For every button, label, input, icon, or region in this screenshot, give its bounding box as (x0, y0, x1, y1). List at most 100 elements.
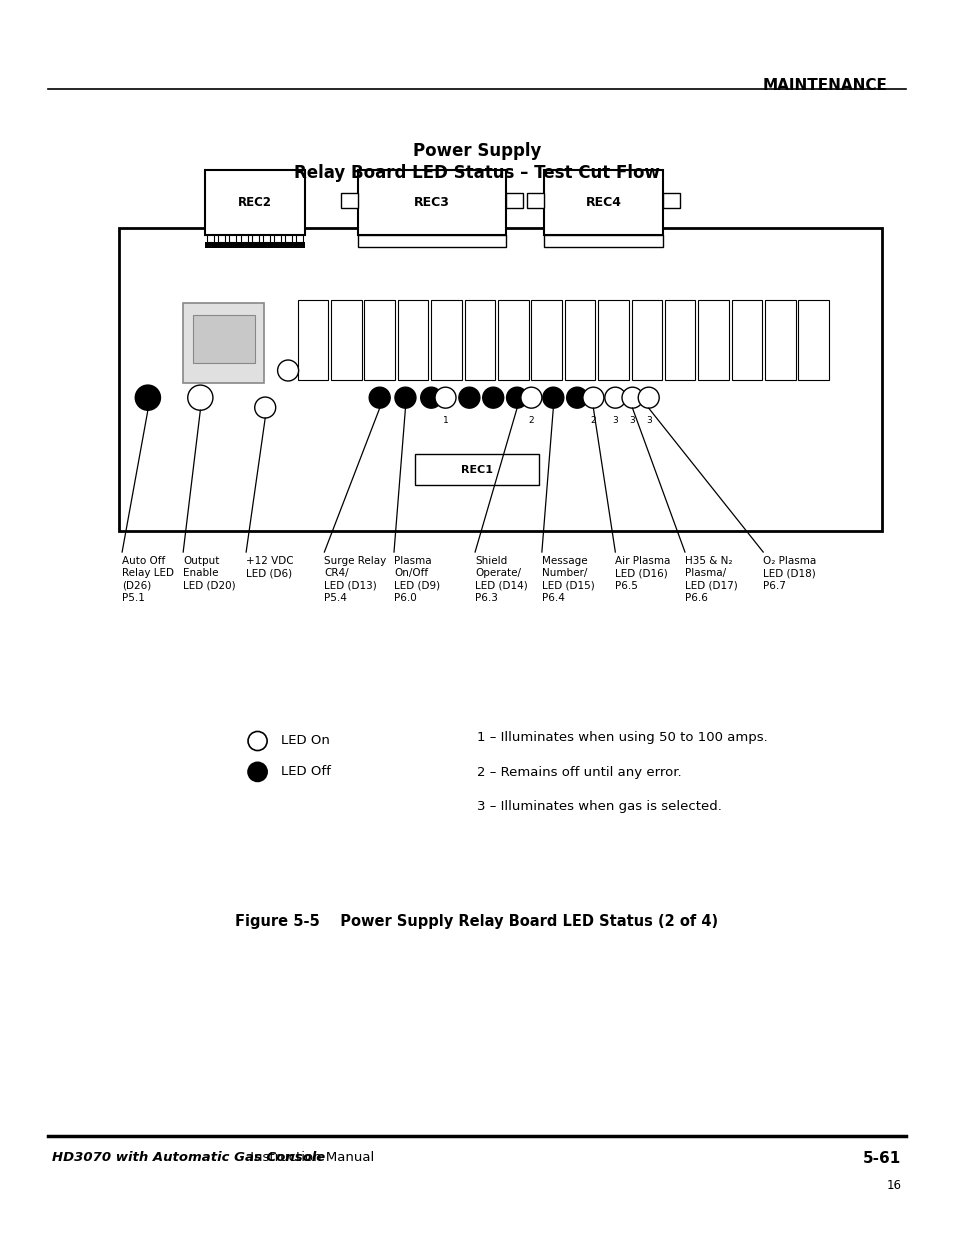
Text: 2: 2 (528, 416, 534, 425)
Bar (431, 300, 461, 380)
Bar (218, 235, 225, 242)
Bar (598, 300, 628, 380)
Bar (497, 300, 528, 380)
Text: MAINTENANCE: MAINTENANCE (761, 78, 886, 93)
Bar (285, 235, 292, 242)
Circle shape (638, 388, 659, 408)
Bar (357, 170, 505, 235)
Bar (664, 300, 695, 380)
Text: REC4: REC4 (585, 196, 620, 209)
Circle shape (506, 388, 527, 408)
Text: LED On: LED On (281, 735, 330, 747)
Bar (183, 303, 264, 383)
Text: REC1: REC1 (460, 464, 493, 475)
Circle shape (188, 385, 213, 410)
Circle shape (135, 385, 160, 410)
Bar (505, 193, 522, 207)
Bar (193, 315, 254, 363)
Bar (397, 300, 428, 380)
Text: 3: 3 (645, 416, 651, 425)
Circle shape (248, 762, 267, 782)
Bar (119, 228, 882, 531)
Bar (296, 235, 303, 242)
Text: 3 – Illuminates when gas is selected.: 3 – Illuminates when gas is selected. (476, 800, 721, 814)
Circle shape (277, 361, 298, 380)
Text: 1 – Illuminates when using 50 to 100 amps.: 1 – Illuminates when using 50 to 100 amp… (476, 731, 767, 745)
Bar (415, 454, 538, 485)
Bar (731, 300, 761, 380)
Text: 2 – Remains off until any error.: 2 – Remains off until any error. (476, 766, 680, 779)
Circle shape (458, 388, 479, 408)
Bar (631, 300, 661, 380)
Text: H35 & N₂
Plasma/
LED (D17)
P6.6: H35 & N₂ Plasma/ LED (D17) P6.6 (684, 556, 737, 603)
Circle shape (542, 388, 563, 408)
Bar (207, 235, 213, 242)
Bar (543, 235, 662, 247)
Text: 5-61: 5-61 (862, 1151, 901, 1166)
Text: Air Plasma
LED (D16)
P6.5: Air Plasma LED (D16) P6.5 (615, 556, 670, 590)
Text: 1: 1 (442, 416, 448, 425)
Bar (230, 235, 236, 242)
Circle shape (621, 388, 642, 408)
Bar (340, 193, 357, 207)
Text: Instruction Manual: Instruction Manual (245, 1151, 374, 1165)
Text: 2: 2 (590, 416, 596, 425)
Text: Surge Relay
CR4/
LED (D13)
P5.4: Surge Relay CR4/ LED (D13) P5.4 (324, 556, 386, 603)
Text: LED Off: LED Off (281, 766, 331, 778)
Bar (205, 170, 305, 235)
Bar (764, 300, 795, 380)
Bar (798, 300, 828, 380)
Circle shape (566, 388, 587, 408)
Text: Shield
Operate/
LED (D14)
P6.3: Shield Operate/ LED (D14) P6.3 (475, 556, 527, 603)
Bar (364, 300, 395, 380)
Circle shape (369, 388, 390, 408)
Circle shape (604, 388, 625, 408)
Circle shape (248, 731, 267, 751)
Bar (297, 300, 328, 380)
Text: 3: 3 (629, 416, 635, 425)
Circle shape (395, 388, 416, 408)
Text: Relay Board LED Status – Test Cut Flow: Relay Board LED Status – Test Cut Flow (294, 164, 659, 183)
Text: Output
Enable
LED (D20): Output Enable LED (D20) (183, 556, 235, 590)
Circle shape (420, 388, 441, 408)
Bar (662, 193, 679, 207)
Bar (531, 300, 561, 380)
Text: Message
Number/
LED (D15)
P6.4: Message Number/ LED (D15) P6.4 (541, 556, 594, 603)
Bar (564, 300, 595, 380)
Text: Plasma
On/Off
LED (D9)
P6.0: Plasma On/Off LED (D9) P6.0 (394, 556, 439, 603)
Text: +12 VDC
LED (D6): +12 VDC LED (D6) (246, 556, 294, 578)
Bar (205, 242, 305, 248)
Bar (252, 235, 258, 242)
Bar (274, 235, 280, 242)
Text: REC3: REC3 (414, 196, 449, 209)
Circle shape (582, 388, 603, 408)
Circle shape (254, 398, 275, 417)
Text: O₂ Plasma
LED (D18)
P6.7: O₂ Plasma LED (D18) P6.7 (762, 556, 816, 590)
Text: 3: 3 (612, 416, 618, 425)
Bar (526, 193, 543, 207)
Bar (543, 170, 662, 235)
Circle shape (482, 388, 503, 408)
Text: REC2: REC2 (238, 196, 272, 209)
Text: Power Supply: Power Supply (413, 142, 540, 161)
Bar (263, 235, 270, 242)
Circle shape (435, 388, 456, 408)
Text: Auto Off
Relay LED
(D26)
P5.1: Auto Off Relay LED (D26) P5.1 (122, 556, 174, 603)
Bar (698, 300, 728, 380)
Text: 16: 16 (885, 1179, 901, 1193)
Bar (331, 300, 361, 380)
Bar (240, 235, 247, 242)
Bar (464, 300, 495, 380)
Bar (357, 235, 505, 247)
Circle shape (520, 388, 541, 408)
Text: HD3070 with Automatic Gas Console: HD3070 with Automatic Gas Console (52, 1151, 325, 1165)
Text: Figure 5-5    Power Supply Relay Board LED Status (2 of 4): Figure 5-5 Power Supply Relay Board LED … (235, 914, 718, 929)
